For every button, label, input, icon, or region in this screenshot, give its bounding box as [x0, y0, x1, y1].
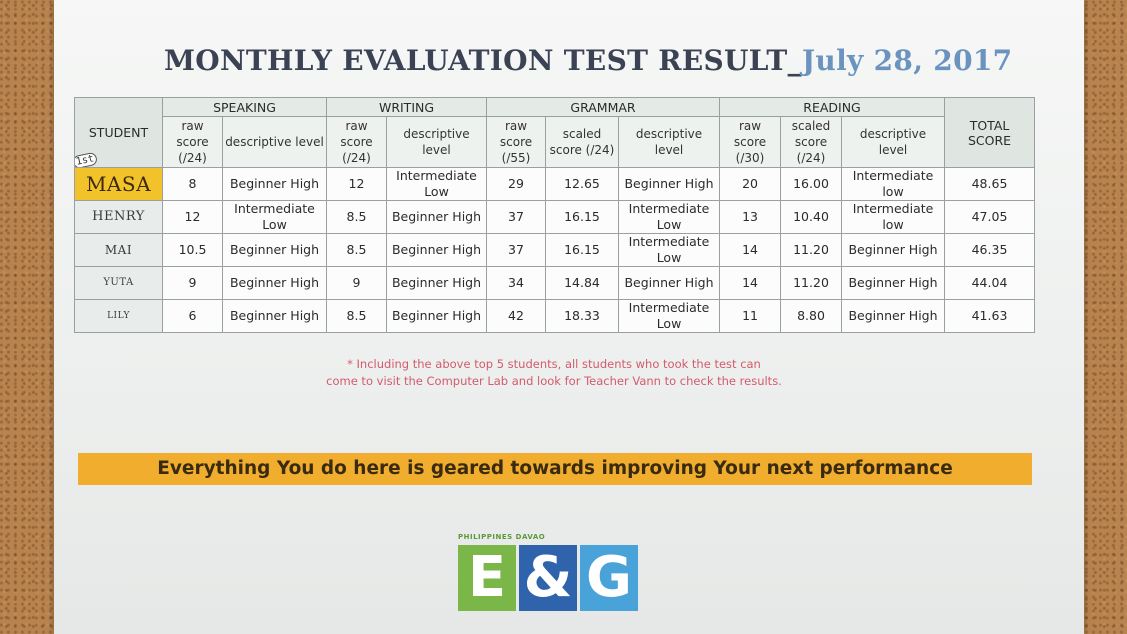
writing-level-cell: Beginner High: [386, 299, 487, 333]
writing-level-header: descriptive level: [386, 116, 487, 168]
logo-tile-e: E: [458, 545, 516, 611]
grammar-raw-cell: 37: [486, 233, 546, 267]
grammar-raw-cell: 34: [486, 266, 546, 300]
writing-raw-header: raw score (/24): [326, 116, 387, 168]
grammar-raw-cell: 42: [486, 299, 546, 333]
writing-header: WRITING: [326, 97, 487, 117]
student-header: STUDENT 1st: [74, 97, 163, 168]
grammar-header: GRAMMAR: [485, 97, 721, 117]
total-score-cell: 46.35: [944, 233, 1036, 267]
reading-scaled-cell: 8.80: [780, 299, 843, 333]
speaking-raw-cell: 6: [162, 299, 223, 333]
student-name: HENRY: [74, 200, 163, 234]
writing-level-cell: Beginner High: [386, 266, 487, 300]
reading-raw-cell: 14: [719, 233, 782, 267]
speaking-level-cell: Beginner High: [222, 233, 327, 267]
title-text: MONTHLY EVALUATION TEST RESULT_: [164, 44, 802, 77]
writing-raw-cell: 12: [326, 167, 387, 201]
table-row: MAI 10.5 Beginner High 8.5 Beginner High…: [74, 233, 1036, 267]
speaking-raw-cell: 12: [162, 200, 223, 234]
speaking-level-cell: Intermediate Low: [222, 200, 327, 234]
reading-scaled-cell: 11.20: [780, 233, 843, 267]
writing-raw-cell: 8.5: [326, 299, 387, 333]
total-score-cell: 44.04: [944, 266, 1036, 300]
logo-tile-g: G: [580, 545, 638, 611]
grammar-level-cell: Beginner High: [617, 266, 721, 300]
note-line-2: come to visit the Computer Lab and look …: [326, 374, 782, 388]
evaluation-sheet: MONTHLY EVALUATION TEST RESULT_July 28, …: [54, 0, 1084, 634]
writing-level-cell: Beginner High: [386, 200, 487, 234]
eg-logo: PHILIPPINES DAVAO E & G: [458, 533, 648, 619]
speaking-raw-cell: 9: [162, 266, 223, 300]
grammar-level-header: descriptive level: [617, 116, 721, 168]
grammar-scaled-cell: 14.84: [545, 266, 619, 300]
speaking-raw-cell: 10.5: [162, 233, 223, 267]
grammar-level-cell: Intermediate Low: [617, 233, 721, 267]
grammar-scaled-cell: 16.15: [545, 233, 619, 267]
student-name: MAI: [74, 233, 163, 267]
speaking-level-cell: Beginner High: [222, 299, 327, 333]
results-note: * Including the above top 5 students, al…: [254, 356, 854, 390]
sub-header-row: raw score (/24) descriptive level raw sc…: [75, 116, 1035, 168]
reading-raw-cell: 14: [719, 266, 782, 300]
group-header-row: STUDENT 1st SPEAKING WRITING GRAMMAR REA…: [74, 97, 1036, 168]
motto-banner: Everything You do here is geared towards…: [78, 453, 1032, 485]
logo-tile-ampersand: &: [519, 545, 577, 611]
grammar-raw-cell: 29: [486, 167, 546, 201]
speaking-header: SPEAKING: [162, 97, 327, 117]
table-row: MASA 8 Beginner High 12 Intermediate Low…: [74, 167, 1036, 201]
student-name: MASA: [74, 167, 163, 201]
speaking-level-cell: Beginner High: [222, 167, 327, 201]
grammar-level-cell: Beginner High: [617, 167, 721, 201]
speaking-level-header: descriptive level: [222, 116, 327, 168]
reading-level-header: descriptive level: [841, 116, 946, 168]
writing-raw-cell: 9: [326, 266, 387, 300]
speaking-raw-cell: 8: [162, 167, 223, 201]
reading-raw-cell: 20: [719, 167, 782, 201]
reading-raw-header: raw score (/30): [719, 116, 782, 168]
student-header-label: STUDENT: [88, 125, 149, 140]
grammar-level-cell: Intermediate Low: [617, 299, 721, 333]
reading-level-cell: Intermediate low: [841, 200, 946, 234]
grammar-level-cell: Intermediate Low: [617, 200, 721, 234]
writing-raw-cell: 8.5: [326, 233, 387, 267]
note-line-1: * Including the above top 5 students, al…: [347, 357, 761, 371]
writing-level-cell: Intermediate Low: [386, 167, 487, 201]
reading-raw-cell: 11: [719, 299, 782, 333]
speaking-raw-header: raw score (/24): [162, 116, 223, 168]
reading-level-cell: Beginner High: [841, 233, 946, 267]
total-score-cell: 48.65: [944, 167, 1036, 201]
speaking-level-cell: Beginner High: [222, 266, 327, 300]
student-name: YUTA: [74, 266, 163, 300]
reading-scaled-cell: 11.20: [780, 266, 843, 300]
grammar-scaled-cell: 18.33: [545, 299, 619, 333]
logo-caption: PHILIPPINES DAVAO: [458, 533, 546, 541]
writing-raw-cell: 8.5: [326, 200, 387, 234]
student-name: LILY: [74, 299, 163, 333]
reading-level-cell: Intermediate low: [841, 167, 946, 201]
reading-raw-cell: 13: [719, 200, 782, 234]
results-table: STUDENT 1st SPEAKING WRITING GRAMMAR REA…: [74, 97, 1036, 333]
total-score-cell: 47.05: [944, 200, 1036, 234]
grammar-scaled-cell: 16.15: [545, 200, 619, 234]
reading-level-cell: Beginner High: [841, 299, 946, 333]
table-row: LILY 6 Beginner High 8.5 Beginner High 4…: [74, 299, 1036, 333]
grammar-raw-header: raw score (/55): [486, 116, 546, 168]
reading-level-cell: Beginner High: [841, 266, 946, 300]
reading-header: READING: [719, 97, 946, 117]
reading-scaled-header: scaled score (/24): [780, 116, 843, 168]
writing-level-cell: Beginner High: [386, 233, 487, 267]
grammar-scaled-cell: 12.65: [545, 167, 619, 201]
reading-scaled-cell: 10.40: [780, 200, 843, 234]
table-row: HENRY 12 Intermediate Low 8.5 Beginner H…: [74, 200, 1036, 234]
grammar-raw-cell: 37: [486, 200, 546, 234]
total-score-cell: 41.63: [944, 299, 1036, 333]
document-title: MONTHLY EVALUATION TEST RESULT_July 28, …: [164, 44, 1012, 77]
grammar-scaled-header: scaled score (/24): [545, 116, 619, 168]
table-row: YUTA 9 Beginner High 9 Beginner High 34 …: [74, 266, 1036, 300]
title-date: July 28, 2017: [801, 44, 1013, 77]
reading-scaled-cell: 16.00: [780, 167, 843, 201]
first-place-badge: 1st: [75, 151, 99, 167]
total-score-header: TOTAL SCORE: [944, 97, 1036, 168]
